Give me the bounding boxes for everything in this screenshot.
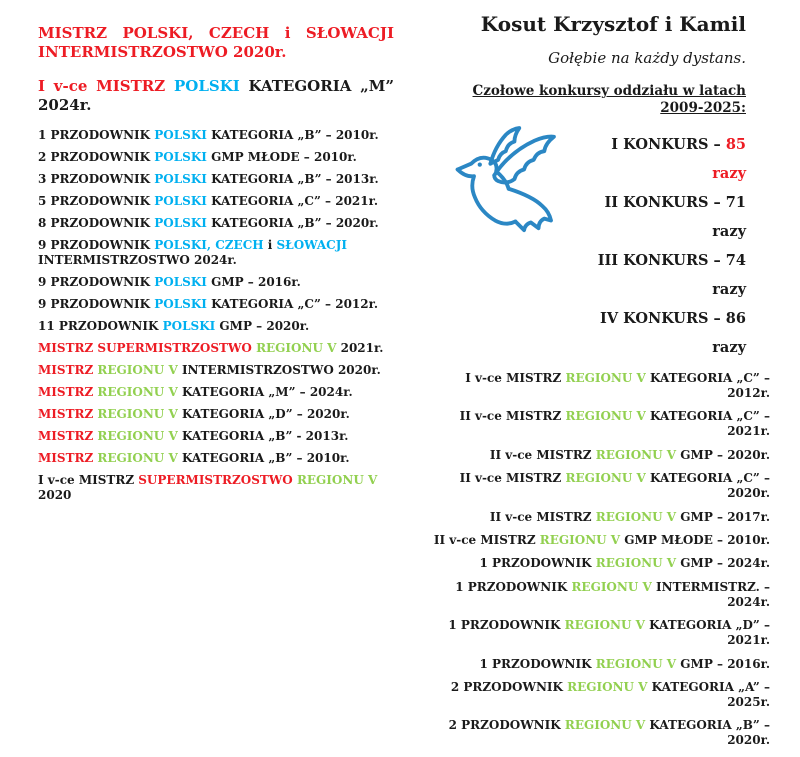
contest-result-line: II KONKURS – 71 razy [604, 194, 747, 240]
achievement-line: MISTRZ SUPERMISTRZOSTWO REGIONU V 2021r. [38, 341, 384, 355]
achievement-line: 1 PRZODOWNIK REGIONU V GMP – 2024r. [479, 556, 770, 571]
tagline: Gołębie na każdy dystans. [548, 49, 746, 67]
achievement-line: II v-ce MISTRZ REGIONU V GMP MŁODE – 201… [433, 532, 770, 547]
achievement-line: MISTRZ REGIONU V KATEGORIA „B” – 2010r. [38, 451, 350, 465]
achievement-line: 5 PRZODOWNIK POLSKI KATEGORIA „C” – 2021… [38, 194, 379, 208]
contest-result-line: IV KONKURS – 86 razy [600, 310, 746, 356]
achievement-line: 2 PRZODOWNIK POLSKI GMP MŁODE – 2010r. [38, 150, 357, 164]
achievement-line: II v-ce MISTRZ REGIONU V GMP – 2020r. [489, 447, 770, 462]
achievement-line: 9 PRZODOWNIK POLSKI GMP – 2016r. [38, 275, 301, 289]
right-header-block: Kosut Krzysztof i Kamil Gołębie na każdy… [430, 12, 770, 117]
achievement-line: 9 PRZODOWNIK POLSKI, CZECH i SŁOWACJI IN… [38, 238, 348, 267]
contest-results-row: I KONKURS – 85 razy II KONKURS – 71 razy I… [430, 124, 770, 362]
achievement-line: I v-ce MISTRZ SUPERMISTRZOSTWO REGIONU V… [38, 473, 378, 502]
achievement-line: 1 PRZODOWNIK REGIONU V INTERMISTRZ. – 20… [455, 579, 770, 609]
achievement-line: MISTRZ REGIONU V KATEGORIA „M” – 2024r. [38, 385, 353, 399]
dove-icon [448, 124, 588, 244]
contest-results-list: I KONKURS – 85 razy II KONKURS – 71 razy I… [588, 124, 770, 362]
achievement-line: 3 PRZODOWNIK POLSKI KATEGORIA „B” – 2013… [38, 172, 379, 186]
achievement-line: II v-ce MISTRZ REGIONU V KATEGORIA „C” –… [459, 409, 770, 439]
achievement-line: II v-ce MISTRZ REGIONU V GMP – 2017r. [489, 509, 770, 524]
section-heading: Czołowe konkursy oddziału w latach 2009-… [472, 83, 746, 116]
achievement-line: 2 PRZODOWNIK REGIONU V KATEGORIA „B” – 2… [448, 718, 770, 748]
achievement-line: MISTRZ REGIONU V KATEGORIA „B” - 2013r. [38, 429, 349, 443]
left-heading-primary: MISTRZ POLSKI, CZECH i SŁOWACJI INTERMIS… [38, 24, 394, 61]
achievement-line: 1 PRZODOWNIK POLSKI KATEGORIA „B” – 2010… [38, 128, 379, 142]
right-achievement-list: I v-ce MISTRZ REGIONU V KATEGORIA „C” – … [430, 371, 770, 748]
achievement-line: MISTRZ REGIONU V INTERMISTRZOSTWO 2020r. [38, 363, 381, 377]
achievement-line: 1 PRZODOWNIK REGIONU V KATEGORIA „D” – 2… [448, 618, 770, 648]
left-heading-secondary: I v-ce MISTRZ POLSKI KATEGORIA „M” 2024r… [38, 77, 394, 114]
page-title: Kosut Krzysztof i Kamil [480, 12, 746, 36]
achievement-line: II v-ce MISTRZ REGIONU V KATEGORIA „C” –… [459, 471, 770, 501]
left-column: MISTRZ POLSKI, CZECH i SŁOWACJI INTERMIS… [38, 24, 394, 510]
achievement-line: MISTRZ REGIONU V KATEGORIA „D” – 2020r. [38, 407, 350, 421]
left-achievement-list: 1 PRZODOWNIK POLSKI KATEGORIA „B” – 2010… [38, 128, 394, 503]
contest-result-line: I KONKURS – 85 razy [611, 136, 746, 182]
achievement-line: 1 PRZODOWNIK REGIONU V GMP – 2016r. [479, 656, 770, 671]
achievement-line: 11 PRZODOWNIK POLSKI GMP – 2020r. [38, 319, 310, 333]
achievement-line: 9 PRZODOWNIK POLSKI KATEGORIA „C” – 2012… [38, 297, 379, 311]
right-column: Kosut Krzysztof i Kamil Gołębie na każdy… [430, 12, 770, 757]
achievement-line: I v-ce MISTRZ REGIONU V KATEGORIA „C” – … [465, 371, 770, 400]
contest-result-line: III KONKURS – 74 razy [597, 252, 746, 298]
achievement-line: 8 PRZODOWNIK POLSKI KATEGORIA „B” – 2020… [38, 216, 379, 230]
achievement-line: 2 PRZODOWNIK REGIONU V KATEGORIA „A” – 2… [450, 679, 770, 709]
